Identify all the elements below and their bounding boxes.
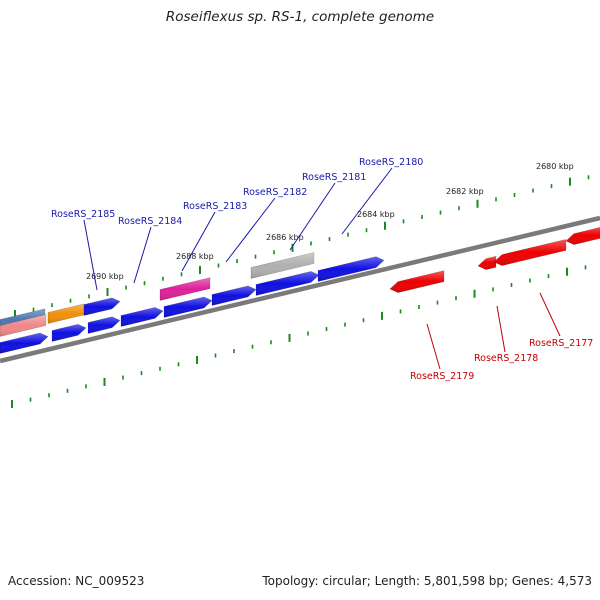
gene-label-2184: RoseRS_2184: [118, 216, 182, 227]
gene-blue-b: [83, 297, 121, 316]
leader-2180: [341, 167, 393, 235]
gene-red-d-shade: [566, 227, 600, 245]
gene-label-2183: RoseRS_2183: [183, 201, 247, 212]
gene-label-2180: RoseRS_2180: [359, 157, 423, 168]
leader-2183: [181, 211, 216, 272]
gene-red-b-shade: [478, 256, 496, 270]
map-title: Roseiflexus sp. RS-1, complete genome: [165, 9, 435, 25]
tick-track-upper: [14, 175, 590, 318]
leader-2184: [133, 226, 152, 284]
gene-red-a-shade: [390, 270, 444, 293]
gene-orange: [47, 303, 85, 324]
gene-blue-f: [163, 296, 213, 318]
gene-blue-i-shade: [318, 256, 384, 282]
gene-label-2185: RoseRS_2185: [51, 209, 115, 220]
gene-blue-h-shade: [256, 271, 319, 296]
gene-pink-shade: [0, 314, 46, 337]
tick-label-2686: 2686 kbp: [266, 233, 304, 242]
gene-red-c-shade: [494, 239, 566, 266]
leader-2182: [225, 197, 276, 263]
gene-blue-c-shade: [52, 324, 86, 342]
gene-gray: [250, 252, 315, 279]
tick-label-2682: 2682 kbp: [446, 187, 484, 196]
tick-label-2688: 2688 kbp: [176, 252, 214, 261]
gene-label-2178: RoseRS_2178: [474, 353, 538, 364]
gene-blue-a: [0, 332, 49, 354]
tick-label-2684: 2684 kbp: [357, 210, 395, 219]
label-leaders: [83, 167, 561, 370]
gene-gray-shade: [251, 252, 314, 279]
gene-blue-f-shade: [164, 296, 212, 318]
leader-2181: [289, 182, 336, 251]
gene-label-2177: RoseRS_2177: [529, 338, 593, 349]
leader-2177: [539, 292, 561, 337]
tick-track-lower: [11, 265, 587, 408]
gene-label-2182: RoseRS_2182: [243, 187, 307, 198]
gene-blue-i: [317, 256, 385, 282]
tick-label-2690: 2690 kbp: [86, 272, 124, 281]
gene-blue-g: [211, 285, 257, 306]
gene-blue-d-shade: [88, 316, 120, 334]
gene-blue-h: [255, 271, 320, 296]
gene-labels: RoseRS_2185 RoseRS_2184 RoseRS_2183 Rose…: [51, 157, 593, 382]
gene-orange-shade: [48, 303, 84, 324]
leader-2178: [496, 305, 506, 353]
genome-summary-text: Topology: circular; Length: 5,801,598 bp…: [262, 574, 592, 588]
gene-red-c: [493, 238, 567, 266]
gene-blue-a-shade: [0, 332, 48, 354]
gene-red-b: [477, 255, 497, 270]
gene-pink: [0, 314, 47, 337]
gene-label-2181: RoseRS_2181: [302, 172, 366, 183]
gene-blue-e-shade: [121, 307, 163, 327]
genome-backbone: [0, 215, 600, 364]
gene-blue-d: [87, 316, 121, 334]
gene-blue-c: [51, 323, 87, 342]
gene-red-d: [565, 227, 600, 245]
accession-text: Accession: NC_009523: [8, 574, 145, 588]
gene-magenta-shade: [160, 277, 210, 301]
leader-2185: [83, 219, 98, 291]
gene-label-2179: RoseRS_2179: [410, 371, 474, 382]
gene-blue-g-shade: [212, 285, 256, 306]
gene-red-a: [389, 270, 445, 293]
tick-labels: 2680 kbp 2682 kbp 2684 kbp 2686 kbp 2688…: [86, 162, 574, 281]
gene-magenta: [159, 277, 211, 301]
gene-blue-e: [120, 307, 164, 327]
tick-label-2680: 2680 kbp: [536, 162, 574, 171]
gene-features: [0, 227, 600, 354]
leader-2179: [426, 323, 441, 370]
gene-blue-b-shade: [84, 297, 120, 316]
